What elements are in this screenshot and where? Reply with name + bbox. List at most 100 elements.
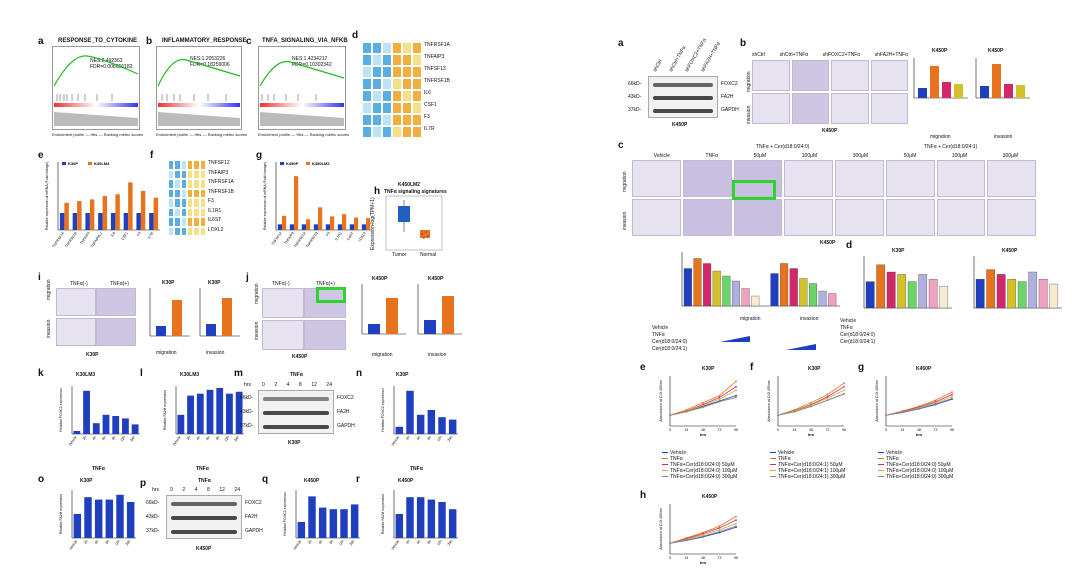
bar-chart-c bbox=[681, 252, 840, 307]
heatmap-cell bbox=[372, 78, 382, 90]
timepoint-label: 0 bbox=[170, 487, 173, 493]
tick-label: 2h bbox=[405, 539, 411, 545]
blot-hrs: hrs bbox=[244, 382, 251, 388]
protein-label: FOXC2 bbox=[245, 500, 262, 506]
heatmap-cell bbox=[186, 160, 194, 170]
heatmap-cell bbox=[412, 102, 422, 114]
legend-swatch bbox=[662, 476, 668, 478]
western-blot bbox=[166, 495, 242, 539]
panel-caption: K30P bbox=[86, 352, 99, 358]
heatmap-cell bbox=[199, 226, 206, 236]
bar bbox=[1007, 279, 1017, 309]
heatmap-cell bbox=[412, 54, 422, 66]
legend-swatch bbox=[662, 458, 668, 460]
microscopy-grid bbox=[752, 60, 908, 124]
gene-label: TNFRSF1B bbox=[424, 78, 450, 84]
heatmap-cell bbox=[174, 169, 181, 179]
gene-label: TNFRSF1B bbox=[208, 188, 234, 195]
group-header: TNFα + Cer(d18:0/24:1) bbox=[924, 144, 978, 150]
chart-xcap: invasion bbox=[800, 316, 819, 322]
col-header: 50μM bbox=[903, 153, 917, 159]
heatmap-cell bbox=[402, 90, 412, 102]
panel-label: k bbox=[38, 368, 44, 379]
legend-item: TNFα+Cer(d18:0/24:1) 100μM bbox=[770, 468, 845, 474]
row-header: migration bbox=[46, 279, 52, 300]
chart-xcap: invasion bbox=[206, 350, 225, 356]
data-point bbox=[843, 389, 845, 392]
heatmap-cell bbox=[168, 226, 175, 236]
heatmap-cell bbox=[193, 188, 200, 198]
bar bbox=[438, 417, 446, 434]
tick-label: 6h bbox=[101, 435, 107, 441]
timepoint-label: 8 bbox=[206, 487, 210, 493]
data-point bbox=[918, 407, 920, 410]
heatmap-row bbox=[362, 78, 422, 90]
microscopy-image bbox=[56, 288, 96, 316]
blot-timepoints: 0 2 4 8 12 24 bbox=[170, 487, 240, 493]
bar-chart-e: TNFRSF1A TNFRSF1B TNFAIP3 TNFAIP8L1 IL6 CSF1 F… bbox=[45, 161, 160, 248]
right-figure-page: a shCtrl shCtrl+TNFα shFOXC2+TNFα shFA2H+TN… bbox=[540, 0, 1080, 576]
col-header: shCtrl+TNFα bbox=[779, 52, 809, 58]
bar-chart-j-2 bbox=[417, 284, 462, 335]
heatmap-cell bbox=[412, 114, 422, 126]
heatmap-cell bbox=[382, 126, 392, 138]
bar bbox=[349, 224, 354, 230]
tick-label: IL6 bbox=[110, 231, 116, 237]
panel-label: p bbox=[140, 478, 147, 489]
bar bbox=[102, 196, 108, 230]
heatmap-cell bbox=[193, 179, 200, 189]
chart-xcap: invasion bbox=[428, 352, 447, 358]
timepoint-label: 2 bbox=[182, 487, 186, 493]
bar bbox=[683, 268, 692, 307]
gene-label: CSF1 bbox=[424, 102, 437, 108]
heatmap-cell bbox=[199, 217, 206, 227]
bar bbox=[448, 509, 457, 538]
tick-label: 8h bbox=[215, 435, 221, 441]
heatmap-cell bbox=[199, 160, 206, 170]
bar bbox=[128, 182, 133, 230]
heatmap-row bbox=[168, 226, 206, 236]
tick-label: 4h bbox=[318, 539, 324, 545]
heatmap-cell bbox=[372, 54, 382, 66]
bar-chart-n: Vehicle 2h 4h 8h 12h 24h Relative FOXC2 expres… bbox=[381, 386, 458, 447]
data-point bbox=[718, 525, 721, 528]
heatmap-cell bbox=[199, 188, 206, 198]
heatmap-cell bbox=[412, 126, 422, 138]
condition-label: Cer(d18:0/24:1) bbox=[652, 346, 688, 352]
heatmap-cell bbox=[168, 179, 175, 189]
y-axis-label: Relative FOXC2 expression bbox=[381, 388, 385, 431]
heatmap-cell bbox=[362, 90, 372, 102]
microscopy-image bbox=[304, 288, 346, 318]
mw-marker: 43kD- bbox=[146, 514, 160, 520]
bar bbox=[297, 522, 306, 538]
heatmap-cell bbox=[168, 198, 175, 208]
data-point bbox=[718, 394, 721, 397]
bar bbox=[282, 215, 287, 230]
legend-swatch bbox=[878, 458, 884, 460]
legend-item: Vehicle bbox=[662, 450, 737, 456]
gene-label: TNFAIP3 bbox=[208, 169, 229, 176]
chart-title: K30P bbox=[396, 372, 409, 378]
timepoint-label: 12 bbox=[311, 382, 317, 388]
gsea-xlabel: Enrichment profile — Hits — Ranking metr… bbox=[52, 132, 144, 137]
microscopy-image bbox=[791, 93, 829, 124]
tick-label: 72 bbox=[826, 428, 830, 432]
microscopy-grid bbox=[632, 160, 1036, 236]
bar bbox=[131, 424, 139, 434]
bar bbox=[306, 219, 311, 230]
heatmap-cell bbox=[193, 169, 200, 179]
legend-item: TNFα+Cer(d18:0/24:0) 50μM bbox=[878, 462, 953, 468]
chart-xlabel: TNFα bbox=[196, 466, 209, 472]
boxplot-subtitle: TNFα signaling signatures bbox=[384, 189, 447, 195]
tick-label: IL7R bbox=[147, 231, 155, 240]
bar bbox=[105, 499, 114, 538]
x-axis-label: hrs bbox=[808, 432, 815, 437]
data-point bbox=[735, 385, 737, 388]
heatmap-cell bbox=[392, 66, 402, 78]
tick-label: 2h bbox=[405, 435, 411, 441]
bar-chart-i-1 bbox=[149, 288, 190, 337]
legend-swatch bbox=[306, 162, 310, 165]
gsea-fdr: FDR=0.18259006 bbox=[190, 62, 230, 68]
mw-marker: 37kD- bbox=[628, 107, 642, 113]
